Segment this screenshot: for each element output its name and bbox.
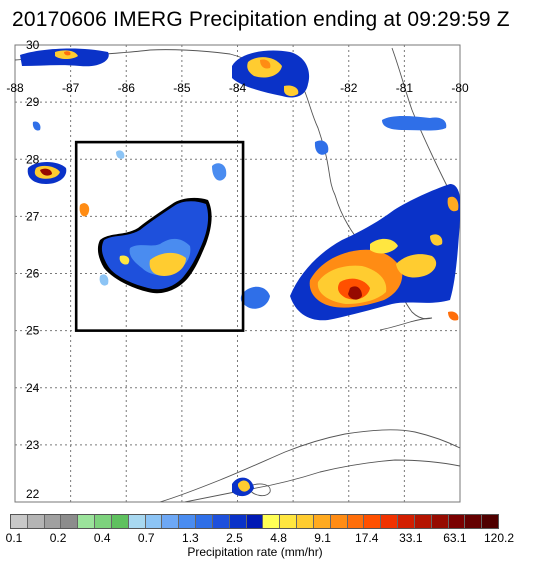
lon-tick-label: -85 bbox=[173, 81, 191, 95]
colorbar-swatch bbox=[263, 515, 281, 528]
lon-tick-label: -86 bbox=[118, 81, 136, 95]
colorbar-swatch bbox=[465, 515, 483, 528]
colorbar-swatch bbox=[179, 515, 197, 528]
colorbar-tick-label: 17.4 bbox=[355, 531, 379, 545]
colorbar-swatch bbox=[145, 515, 163, 528]
colorbar-swatch bbox=[44, 515, 62, 528]
colorbar-tick-label: 0.4 bbox=[93, 531, 111, 545]
colorbar-swatch bbox=[381, 515, 399, 528]
lat-tick-label: 28 bbox=[26, 152, 40, 166]
lon-tick-label: -82 bbox=[340, 81, 358, 95]
lon-tick-label: -88 bbox=[6, 81, 24, 95]
colorbar-swatch bbox=[280, 515, 298, 528]
lon-tick-label: -87 bbox=[62, 81, 80, 95]
lat-tick-label: 29 bbox=[26, 95, 40, 109]
colorbar bbox=[10, 514, 499, 529]
colorbar-tick-label: 120.2 bbox=[483, 531, 515, 545]
colorbar-swatch bbox=[95, 515, 112, 528]
lat-label-bottom: 22 bbox=[26, 487, 40, 501]
colorbar-tick-label: 0.2 bbox=[49, 531, 67, 545]
lon-tick-label: -81 bbox=[396, 81, 414, 95]
latitude-labels: 23 24 25 26 27 28 29 30 bbox=[26, 38, 40, 452]
colorbar-tick-label: 33.1 bbox=[399, 531, 423, 545]
colorbar-tick-label: 0.7 bbox=[137, 531, 155, 545]
colorbar-tick-label: 0.1 bbox=[5, 531, 23, 545]
colorbar-title: Precipitation rate (mm/hr) bbox=[187, 545, 323, 559]
colorbar-swatch bbox=[431, 515, 449, 528]
lon-tick-label: -84 bbox=[229, 81, 247, 95]
highlight-box bbox=[74, 140, 245, 332]
lat-tick-label: 23 bbox=[26, 438, 40, 452]
colorbar-swatch bbox=[61, 515, 79, 528]
colorbar-swatch bbox=[229, 515, 247, 528]
longitude-labels: -88 -87 -86 -85 -84 -82 -81 -80 bbox=[6, 81, 469, 95]
colorbar-swatch bbox=[482, 515, 499, 528]
colorbar-swatch bbox=[246, 515, 264, 528]
colorbar-swatch bbox=[27, 515, 45, 528]
colorbar-swatch bbox=[448, 515, 466, 528]
map-title: 20170606 IMERG Precipitation ending at 0… bbox=[12, 8, 510, 31]
lat-tick-label: 30 bbox=[26, 38, 40, 52]
colorbar-swatch bbox=[128, 515, 146, 528]
colorbar-swatch bbox=[111, 515, 129, 528]
colorbar-swatch bbox=[78, 515, 96, 528]
colorbar-tick-label: 63.1 bbox=[443, 531, 467, 545]
lat-tick-label: 24 bbox=[26, 381, 40, 395]
lat-tick-label: 25 bbox=[26, 324, 40, 338]
lat-tick-label: 26 bbox=[26, 267, 40, 281]
colorbar-swatch bbox=[414, 515, 432, 528]
colorbar-swatch bbox=[196, 515, 213, 528]
colorbar-tick-label: 9.1 bbox=[314, 531, 331, 545]
colorbar-swatch bbox=[11, 515, 28, 528]
colorbar-swatch bbox=[330, 515, 348, 528]
lon-tick-label: -80 bbox=[451, 81, 469, 95]
colorbar-swatch bbox=[297, 515, 314, 528]
colorbar-swatch bbox=[398, 515, 415, 528]
colorbar-swatch bbox=[347, 515, 365, 528]
colorbar-tick-label: 2.5 bbox=[226, 531, 243, 545]
precipitation-field bbox=[20, 48, 460, 497]
colorbar-tick-label: 4.8 bbox=[270, 531, 287, 545]
colorbar-tick-label: 1.3 bbox=[182, 531, 199, 545]
colorbar-swatch bbox=[313, 515, 331, 528]
colorbar-swatch bbox=[162, 515, 180, 528]
lat-tick-label: 27 bbox=[26, 209, 40, 223]
colorbar-swatch bbox=[212, 515, 230, 528]
colorbar-swatch bbox=[364, 515, 382, 528]
